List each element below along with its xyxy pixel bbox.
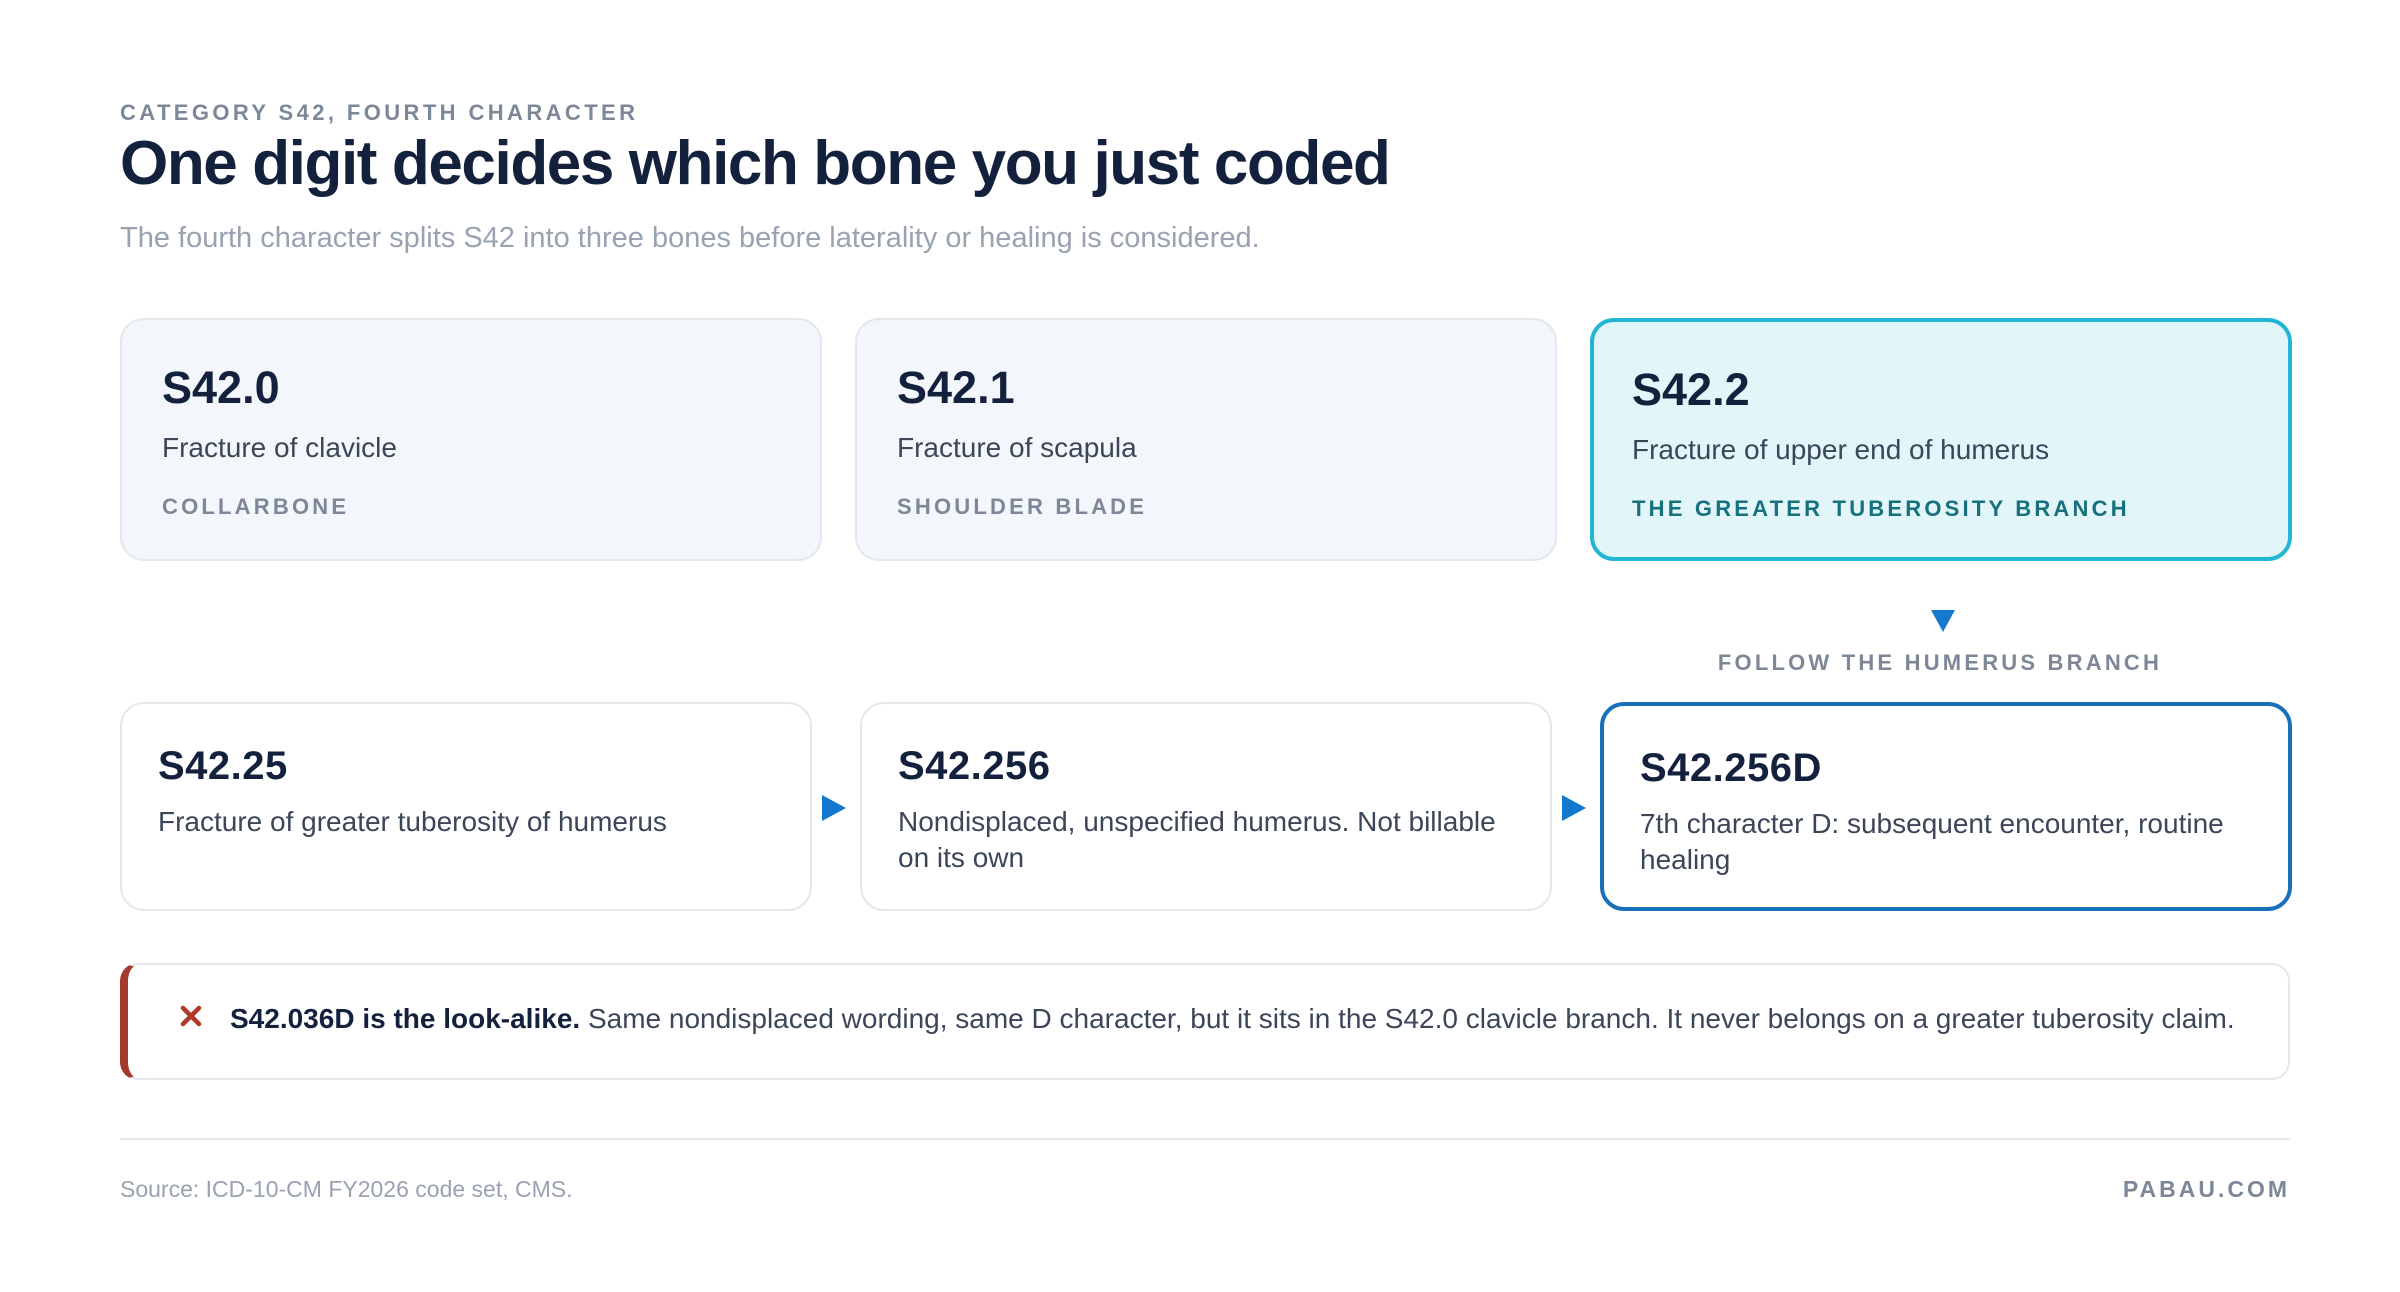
lookalike-warning: S42.036D is the look-alike. Same nondisp…: [120, 963, 2290, 1080]
card-description: Fracture of clavicle: [162, 432, 397, 463]
follow-branch-label: FOLLOW THE HUMERUS BRANCH: [1717, 650, 2163, 675]
down-arrow-icon: [1931, 610, 1955, 632]
warning-bold: S42.036D is the look-alike.: [230, 1003, 581, 1034]
card-description: 7th character D: subsequent encounter, r…: [1640, 808, 2224, 875]
code-card-s42-25: S42.25 Fracture of greater tuberosity of…: [120, 702, 812, 911]
card-code: S42.25: [158, 744, 288, 788]
right-arrow-icon: [1562, 795, 1586, 821]
card-code: S42.256: [898, 744, 1051, 788]
footer-divider: [120, 1138, 2290, 1140]
code-card-s42-2: S42.2 Fracture of upper end of humerus T…: [1590, 318, 2292, 561]
card-tag: THE GREATER TUBEROSITY BRANCH: [1632, 496, 2130, 521]
warning-text: S42.036D is the look-alike. Same nondisp…: [230, 1003, 2235, 1035]
source-note: Source: ICD-10-CM FY2026 code set, CMS.: [120, 1176, 573, 1202]
code-card-s42-256d: S42.256D 7th character D: subsequent enc…: [1600, 702, 2292, 911]
card-code: S42.0: [162, 362, 280, 413]
card-description: Fracture of upper end of humerus: [1632, 434, 2050, 465]
right-arrow-icon: [822, 795, 846, 821]
close-x-icon: [180, 1005, 202, 1027]
brand-mark: PABAU.COM: [2122, 1176, 2290, 1202]
page-subtitle: The fourth character splits S42 into thr…: [120, 222, 1260, 254]
card-code: S42.1: [897, 362, 1015, 413]
card-description: Fracture of scapula: [897, 432, 1137, 463]
warning-body: Same nondisplaced wording, same D charac…: [580, 1003, 2235, 1034]
card-description: Nondisplaced, unspecified humerus. Not b…: [898, 806, 1496, 873]
eyebrow-label: CATEGORY S42, FOURTH CHARACTER: [120, 100, 639, 125]
card-code: S42.2: [1632, 364, 1750, 415]
code-card-s42-0: S42.0 Fracture of clavicle COLLARBONE: [120, 318, 822, 561]
card-code: S42.256D: [1640, 746, 1822, 790]
card-tag: SHOULDER BLADE: [897, 494, 1148, 519]
code-card-s42-1: S42.1 Fracture of scapula SHOULDER BLADE: [855, 318, 1557, 561]
card-tag: COLLARBONE: [162, 494, 350, 519]
code-card-s42-256: S42.256 Nondisplaced, unspecified humeru…: [860, 702, 1552, 911]
card-description: Fracture of greater tuberosity of humeru…: [158, 806, 667, 837]
page-title: One digit decides which bone you just co…: [120, 129, 1391, 198]
